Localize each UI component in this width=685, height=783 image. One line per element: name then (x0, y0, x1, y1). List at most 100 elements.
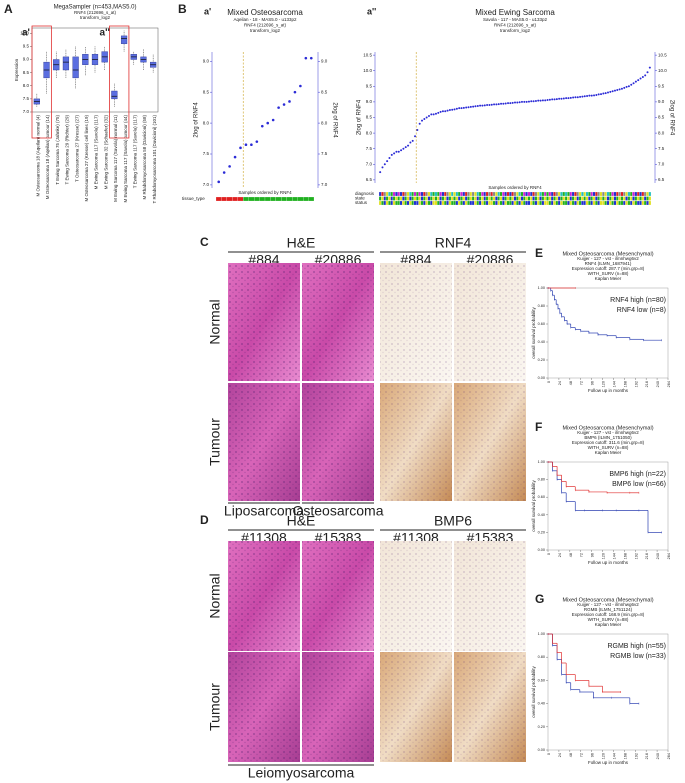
track-cell (443, 191, 447, 197)
track-cell (490, 191, 494, 197)
track-cell (509, 191, 512, 197)
stain-header: H&E (287, 235, 316, 251)
track-cell (646, 191, 649, 197)
box (72, 56, 79, 79)
sample-point (560, 97, 563, 100)
track-cell (474, 191, 477, 197)
track-cell (467, 191, 470, 197)
sample-point (527, 100, 530, 103)
sample-point (572, 96, 575, 99)
image-texture (380, 383, 452, 501)
track-cell (634, 191, 638, 197)
track-cell (602, 200, 605, 206)
track-cell (523, 191, 526, 197)
track-cell (476, 191, 480, 197)
track-cell (639, 196, 642, 201)
track-cell (550, 191, 554, 197)
track-cell (564, 196, 568, 201)
track-cell (404, 191, 407, 197)
image-texture (454, 541, 526, 651)
track-cell (467, 200, 470, 206)
y-axis-label: 2log of RNF4 (194, 102, 200, 138)
x-tick-label: 264 (667, 553, 671, 559)
track-cell (550, 196, 554, 201)
track-cell (439, 191, 442, 197)
track-cell (569, 200, 573, 206)
y-tick-label: 0.20 (538, 530, 545, 534)
track-cell (392, 196, 396, 201)
track-cell (541, 196, 545, 201)
plot-header: WITH_SURV (n=88) (588, 445, 629, 450)
x-tick-label: 48 (569, 553, 573, 557)
track-cell (560, 200, 563, 206)
track-cell (383, 200, 387, 206)
track-cell (464, 200, 468, 206)
x-axis-label: Samples ordered by RNF4 (238, 190, 292, 195)
sample-point (562, 97, 565, 100)
track-cell (590, 191, 593, 197)
track-cell (481, 191, 484, 197)
chart-subtitle: RNF4 (212696_s_at) (74, 10, 117, 15)
track-cell (437, 196, 440, 201)
track-cell (583, 200, 587, 206)
track-cell (646, 196, 649, 201)
plot-header: Mixed Osteosarcoma (Mesenchymal) (562, 425, 653, 431)
track-cell (462, 200, 466, 206)
track-cell (432, 196, 435, 201)
x-axis-label: Follow up in months (588, 560, 629, 565)
track-cell (446, 196, 449, 201)
sample-point (299, 84, 302, 88)
track-cell (248, 196, 255, 202)
track-cell (592, 196, 596, 201)
sample-point (623, 86, 626, 89)
sample-point (474, 105, 477, 108)
track-cell (418, 196, 421, 201)
x-tick-label: 144 (612, 553, 616, 559)
track-cell (383, 196, 387, 201)
sample-point (579, 95, 582, 98)
track-cell (383, 191, 387, 197)
sample-point (490, 103, 493, 106)
sample-point (618, 88, 621, 91)
y-tick-label: 7.0 (23, 109, 30, 114)
track-cell (562, 196, 566, 201)
category-label: M Ewing Sarcoma 117 (Savola) (117) (94, 115, 99, 190)
chart-title: MegaSampler (n=453,MAS5.0) (54, 5, 137, 11)
track-cell (574, 196, 577, 201)
row-label: Normal (207, 573, 223, 618)
track-cell (609, 196, 612, 201)
category-label: T Ewing Sarcoma 75 (Jahnke) (75) (55, 115, 60, 185)
track-cell (441, 200, 445, 206)
sample-point (500, 102, 503, 105)
track-cell (571, 191, 575, 197)
track-cell (595, 191, 598, 197)
sample-point (486, 104, 489, 107)
track-cell (634, 196, 638, 201)
sample-point (381, 166, 384, 169)
tissue-label: Liposarcoma (224, 503, 304, 519)
track-cell (585, 191, 589, 197)
y-tick-label: 1.00 (538, 460, 545, 464)
track-cell (413, 196, 417, 201)
x-tick-label: 144 (612, 381, 616, 387)
track-cell (434, 200, 438, 206)
y-tick-label: 8.0 (203, 120, 210, 125)
track-cell (627, 196, 631, 201)
sample-point (497, 103, 500, 106)
track-cell (643, 196, 647, 201)
track-cell (413, 200, 417, 206)
sample-point (293, 90, 297, 94)
track-cell (270, 196, 276, 202)
track-cell (446, 191, 449, 197)
track-cell (550, 200, 554, 206)
y2-tick-label: 7.0 (321, 182, 328, 187)
y-tick-label: 8.5 (203, 89, 210, 94)
track-cell (534, 196, 538, 201)
track-cell (560, 196, 563, 201)
track-cell (576, 200, 580, 206)
track-cell (618, 196, 621, 201)
y2-tick-label: 8.5 (658, 115, 665, 120)
track-cell (495, 200, 498, 206)
track-cell (286, 196, 293, 202)
track-cell (416, 191, 419, 197)
